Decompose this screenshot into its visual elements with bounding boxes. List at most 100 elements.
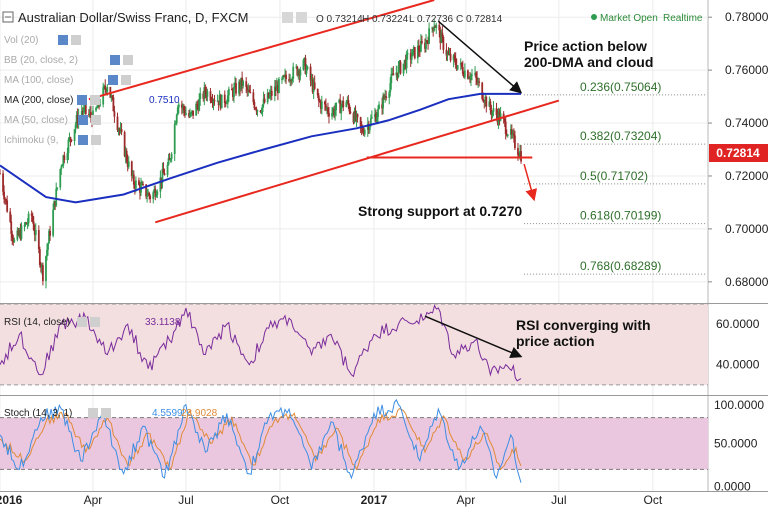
rsi-axis[interactable]: 60.0000 40.0000 bbox=[716, 317, 760, 371]
time-axis[interactable]: 2016 Apr Jul Oct 2017 Apr Jul Oct bbox=[0, 493, 663, 507]
indicator-bb[interactable]: BB (20, close, 2) bbox=[4, 55, 133, 66]
indicator-ma200[interactable]: MA (200, close) 0.7510 bbox=[4, 95, 180, 106]
candle-body bbox=[163, 173, 166, 176]
candle-body bbox=[297, 70, 300, 76]
candle-body bbox=[255, 108, 258, 112]
stoch-axis-label: 0.0000 bbox=[714, 480, 751, 494]
candle-body bbox=[188, 113, 190, 117]
candle-body bbox=[384, 96, 387, 99]
eye-icon[interactable] bbox=[296, 12, 307, 23]
candle-body bbox=[390, 74, 393, 84]
candle-body bbox=[120, 129, 123, 133]
candle-body bbox=[220, 94, 223, 109]
stoch-legend[interactable]: Stoch (14, 3, 1) 4.5599 23.9028 bbox=[4, 408, 218, 419]
indicator-settings-icon[interactable] bbox=[78, 135, 88, 145]
candle-body bbox=[53, 201, 56, 210]
candle-body bbox=[435, 24, 438, 28]
indicator-vol[interactable]: Vol (20) bbox=[4, 35, 81, 46]
candle-body bbox=[87, 113, 90, 115]
indicator-eye-icon[interactable] bbox=[71, 35, 81, 45]
candle-body bbox=[123, 132, 126, 157]
indicator-ichimoku[interactable]: Ichimoku (9, bbox=[4, 135, 101, 146]
indicator-legend[interactable]: Vol (20) BB (20, close, 2) MA (100, clos… bbox=[4, 35, 180, 146]
fib-level-label: 0.618(0.70199) bbox=[580, 209, 661, 223]
rsi-settings-icon[interactable] bbox=[77, 317, 87, 327]
candle-body bbox=[124, 150, 127, 157]
candle-body bbox=[76, 115, 79, 124]
channel-lower-line[interactable] bbox=[155, 99, 560, 224]
candle-body bbox=[112, 97, 115, 112]
candle-body bbox=[239, 81, 241, 89]
candle-body bbox=[283, 75, 285, 77]
candle-body bbox=[305, 68, 308, 74]
candle-body bbox=[173, 124, 176, 154]
candle-body bbox=[55, 188, 58, 206]
candle-body bbox=[2, 173, 4, 192]
candle-body bbox=[339, 99, 342, 114]
indicator-eye-icon[interactable] bbox=[91, 115, 101, 125]
candle-body bbox=[290, 80, 293, 82]
indicator-ma100[interactable]: MA (100, close) bbox=[4, 75, 131, 86]
candle-body bbox=[184, 110, 186, 115]
candle-body bbox=[323, 101, 326, 105]
red-down-arrow bbox=[523, 163, 538, 202]
candle-body bbox=[427, 40, 429, 44]
rsi-legend[interactable]: RSI (14, close) 33.1138 bbox=[4, 317, 181, 328]
stoch-axis-label: 100.0000 bbox=[714, 398, 764, 412]
stoch-axis[interactable]: 100.0000 50.0000 0.0000 bbox=[714, 398, 764, 494]
channel-upper-line[interactable] bbox=[88, 0, 435, 101]
candle-body bbox=[267, 92, 270, 98]
candle-body bbox=[12, 237, 15, 242]
candle-body bbox=[47, 243, 49, 250]
candle-body bbox=[149, 195, 152, 200]
candle-body bbox=[160, 177, 163, 183]
candle-body bbox=[326, 107, 328, 109]
candle-body bbox=[417, 45, 420, 52]
indicator-eye-icon[interactable] bbox=[123, 55, 133, 65]
candle-body bbox=[68, 137, 71, 140]
candle-body bbox=[113, 111, 116, 117]
candle-body bbox=[349, 111, 352, 114]
candle-body bbox=[397, 65, 400, 77]
candle-body bbox=[298, 70, 301, 76]
candle-body bbox=[225, 103, 228, 105]
candle-body bbox=[133, 184, 136, 189]
candle-body bbox=[248, 89, 251, 93]
indicator-settings-icon[interactable] bbox=[77, 95, 87, 105]
candle-body bbox=[311, 79, 314, 92]
header-buttons[interactable] bbox=[282, 12, 307, 23]
price-trend-arrow bbox=[437, 20, 523, 94]
candle-body bbox=[518, 154, 520, 157]
candle-body bbox=[392, 73, 395, 76]
indicator-settings-icon[interactable] bbox=[78, 115, 88, 125]
settings-icon[interactable] bbox=[282, 12, 293, 23]
indicator-ma50[interactable]: MA (50, close) bbox=[4, 115, 101, 126]
indicator-vol-label: Vol (20) bbox=[4, 35, 38, 46]
candle-body bbox=[81, 111, 84, 113]
candle-body bbox=[141, 183, 143, 185]
indicator-eye-icon[interactable] bbox=[90, 95, 100, 105]
stoch-eye-icon[interactable] bbox=[101, 408, 111, 418]
candle-body bbox=[406, 53, 409, 55]
candle-body bbox=[226, 95, 229, 104]
candle-body bbox=[238, 81, 240, 94]
rsi-axis-label: 60.0000 bbox=[716, 317, 760, 331]
collapse-icon[interactable] bbox=[2, 11, 14, 23]
indicator-eye-icon[interactable] bbox=[91, 135, 101, 145]
price-axis[interactable]: 0.78000 0.76000 0.74000 0.72000 0.70000 0.680… bbox=[708, 10, 768, 289]
indicator-settings-icon[interactable] bbox=[108, 75, 118, 85]
candle-body bbox=[420, 41, 422, 52]
candle-body bbox=[345, 102, 348, 108]
stoch-settings-icon[interactable] bbox=[88, 408, 98, 418]
candle-body bbox=[219, 95, 222, 109]
candle-body bbox=[63, 155, 66, 161]
candle-body bbox=[470, 74, 472, 80]
candle-body bbox=[37, 230, 40, 250]
candle-body bbox=[514, 135, 516, 149]
indicator-eye-icon[interactable] bbox=[121, 75, 131, 85]
indicator-settings-icon[interactable] bbox=[58, 35, 68, 45]
rsi-eye-icon[interactable] bbox=[90, 317, 100, 327]
candle-body bbox=[189, 113, 191, 117]
indicator-settings-icon[interactable] bbox=[110, 55, 120, 65]
